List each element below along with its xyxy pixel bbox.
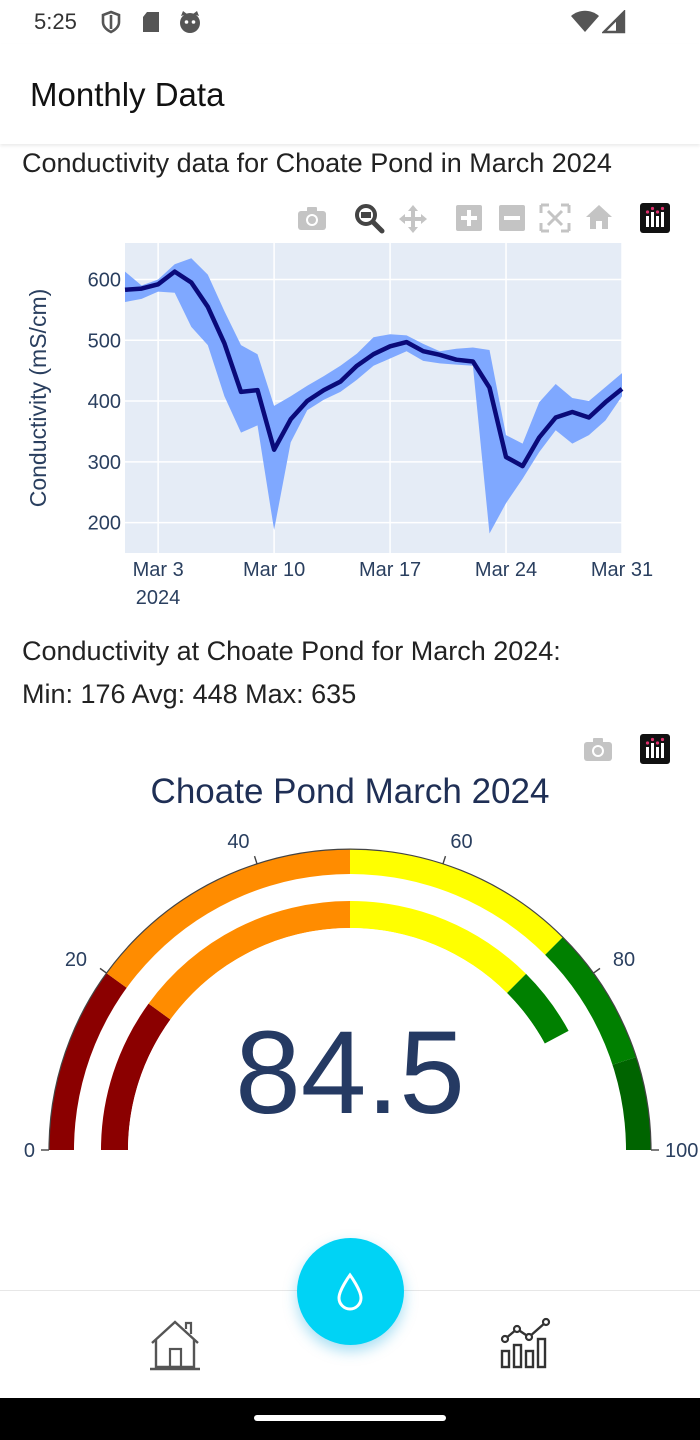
gauge-value-bar (350, 901, 527, 994)
home-icon[interactable] (584, 203, 614, 231)
conductivity-chart: 200 300 400 500 600 Mar 3 Mar 10 Mar 17 Mar 24 M… (25, 243, 653, 609)
gauge-tick (99, 967, 107, 974)
gauge-tick (253, 855, 258, 864)
gauge-title: Choate Pond March 2024 (150, 772, 550, 811)
y-tick-label: 400 (88, 391, 121, 413)
chart-title: Conductivity data for Choate Pond in Mar… (22, 148, 612, 178)
chart-nav-icon[interactable] (498, 1317, 552, 1371)
camera-icon[interactable] (582, 735, 614, 763)
gauge-value-bar (101, 1003, 171, 1150)
average-line (124, 269, 624, 469)
stats-values: Min: 176 Avg: 448 Max: 635 (22, 679, 357, 709)
water-drop-fab[interactable] (297, 1238, 404, 1345)
water-drop-icon (337, 1272, 363, 1311)
gauge-chart: 0 20 40 60 80 100 (24, 831, 699, 1162)
gauge-tick-label: 40 (227, 831, 249, 853)
gauge-tick (442, 855, 447, 864)
zoom-in-icon[interactable] (456, 205, 482, 231)
y-axis-label: Conductivity (mS/cm) (25, 289, 51, 508)
chart-modebar (290, 200, 680, 236)
plotly-logo-icon[interactable] (640, 734, 670, 764)
gauge-value: 84.5 (235, 1007, 465, 1139)
status-time: 5:25 (34, 9, 77, 34)
gauge-tick-label: 100 (665, 1140, 698, 1162)
pan-icon[interactable] (397, 203, 429, 235)
home-nav-icon[interactable] (148, 1319, 202, 1371)
gauge-value-bar (148, 901, 350, 1020)
min-max-band (125, 258, 622, 534)
home-gesture-pill[interactable] (254, 1415, 446, 1421)
page-title: Monthly Data (30, 76, 225, 113)
cell-signal-icon (602, 10, 626, 34)
gauge-threshold-line (541, 1028, 577, 1051)
y-tick-label: 300 (88, 452, 121, 474)
gauge-tick (593, 967, 601, 974)
camera-icon[interactable] (296, 204, 328, 232)
y-tick-label: 200 (88, 513, 121, 535)
cat-face-icon (180, 11, 200, 33)
zoom-out-icon[interactable] (499, 205, 525, 231)
gauge-value-bar (506, 973, 571, 1047)
y-tick-label: 500 (88, 330, 121, 352)
shield-icon (101, 10, 121, 34)
x-tick-year: 2024 (136, 587, 181, 609)
x-tick-label: Mar 24 (475, 559, 537, 581)
plotly-logo-icon[interactable] (640, 203, 670, 233)
gauge-outline (48, 848, 652, 1151)
x-tick-label: Mar 17 (359, 559, 421, 581)
autoscale-icon[interactable] (539, 203, 571, 233)
gauge-tick-label: 0 (24, 1140, 35, 1162)
x-tick-label: Mar 10 (243, 559, 305, 581)
zoom-icon[interactable] (353, 202, 385, 234)
wifi-icon (571, 10, 599, 32)
sd-card-icon (143, 12, 159, 32)
y-tick-label: 600 (88, 269, 121, 291)
app-bar: Monthly Data (0, 44, 700, 144)
x-tick-label: Mar 31 (591, 559, 653, 581)
gauge-tick-label: 20 (65, 949, 87, 971)
gauge-center (128, 928, 572, 1150)
gauge-tick-label: 60 (450, 831, 472, 853)
gauge-tick-label: 80 (613, 949, 635, 971)
x-tick-label: Mar 3 (133, 559, 184, 581)
status-bar: 5:25 (0, 0, 700, 44)
stats-heading: Conductivity at Choate Pond for March 20… (22, 636, 561, 666)
